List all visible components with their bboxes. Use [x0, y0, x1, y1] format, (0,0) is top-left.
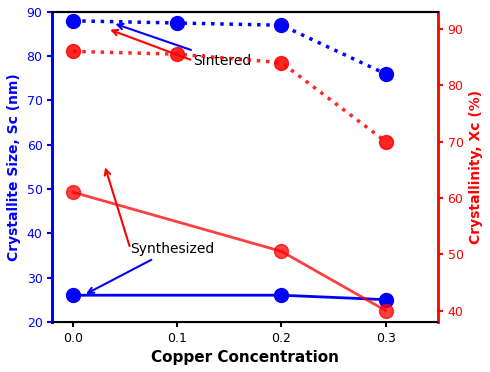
Text: Sintered: Sintered: [118, 24, 251, 68]
Y-axis label: Crystallinity, Xc (%): Crystallinity, Xc (%): [469, 90, 483, 244]
Text: Synthesized: Synthesized: [88, 242, 215, 293]
Y-axis label: Crystallite Size, Sc (nm): Crystallite Size, Sc (nm): [7, 73, 21, 261]
X-axis label: Copper Concentration: Copper Concentration: [151, 350, 339, 365]
